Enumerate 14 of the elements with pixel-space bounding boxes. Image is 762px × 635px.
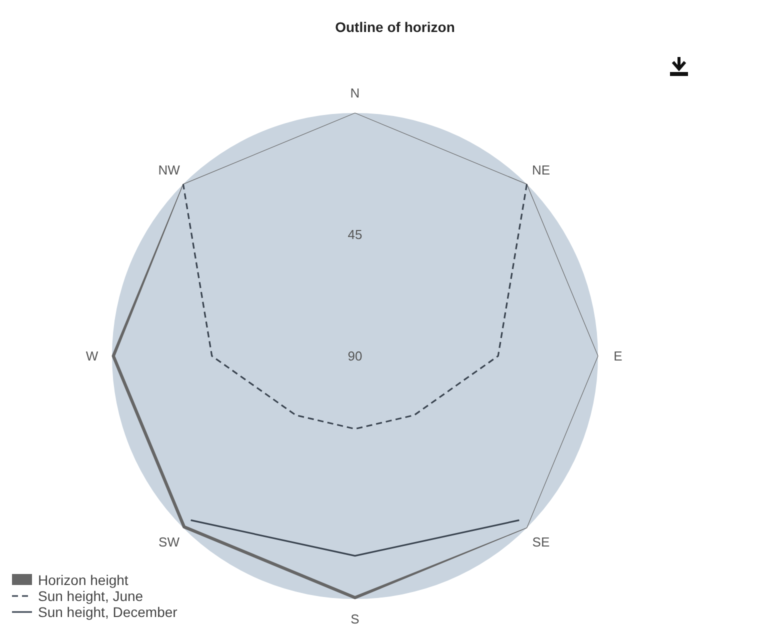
spoke-label: E xyxy=(614,348,623,364)
spoke-label: S xyxy=(350,612,360,626)
legend-label: Horizon height xyxy=(38,572,128,588)
spoke-label: N xyxy=(350,86,360,100)
spoke-label: SE xyxy=(532,534,550,550)
chart-title: Outline of horizon xyxy=(335,19,455,35)
spoke-label: NW xyxy=(158,162,181,178)
spoke-label: NE xyxy=(532,162,550,178)
spoke-label: W xyxy=(86,348,99,364)
legend-label: Sun height, June xyxy=(38,588,144,604)
legend-label: Sun height, December xyxy=(38,604,178,620)
y-tick-label: 90 xyxy=(348,348,362,364)
spoke-label: SW xyxy=(158,534,180,550)
y-tick-label: 45 xyxy=(348,227,362,242)
